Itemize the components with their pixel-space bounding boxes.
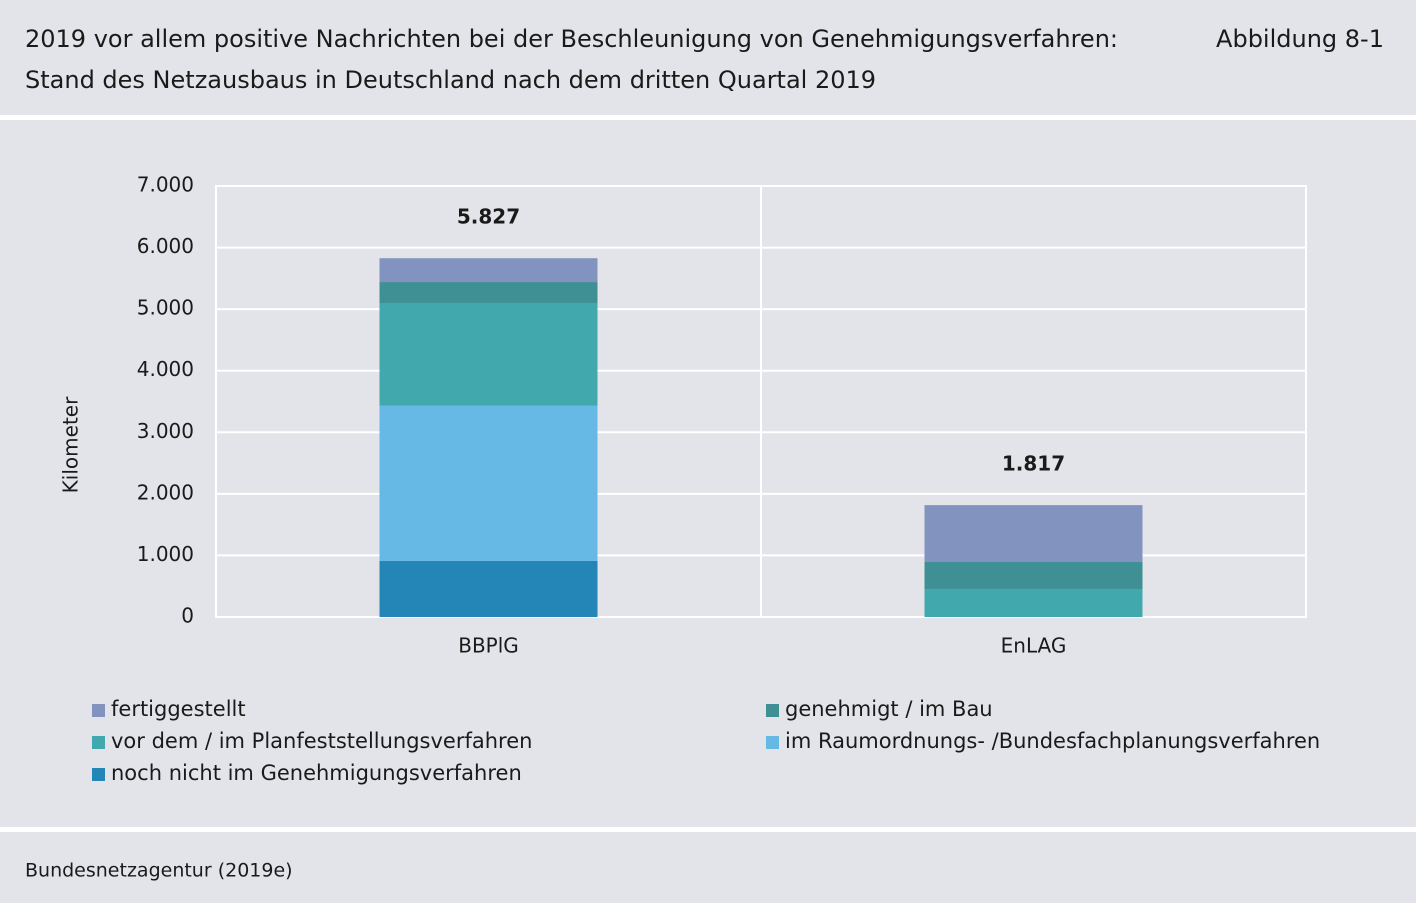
x-tick-label: EnLAG	[1001, 634, 1067, 658]
legend-label: vor dem / im Planfeststellungsverfahren	[111, 729, 532, 753]
bar-segment	[924, 505, 1143, 563]
title: Stand des Netzausbaus in Deutschland nac…	[25, 66, 876, 94]
bar-segment	[924, 562, 1143, 589]
y-tick-label: 3.000	[137, 419, 194, 443]
y-tick-label: 5.000	[137, 296, 194, 320]
figure-number: Abbildung 8-1	[1216, 25, 1384, 53]
y-tick-label: 0	[181, 604, 194, 628]
legend-swatch	[92, 704, 105, 717]
source: Bundesnetzagentur (2019e)	[25, 860, 293, 882]
legend-swatch	[92, 736, 105, 749]
y-tick-label: 2.000	[137, 480, 194, 504]
total-label: 1.817	[1002, 452, 1065, 476]
total-label: 5.827	[457, 205, 520, 229]
separator	[0, 115, 1416, 120]
y-tick-label: 7.000	[137, 173, 194, 197]
bar-segment	[379, 258, 598, 283]
x-tick-label: BBPlG	[458, 634, 519, 658]
legend-label: noch nicht im Genehmigungsverfahren	[111, 761, 522, 785]
title: 2019 vor allem positive Nachrichten bei …	[25, 25, 1118, 53]
legend-swatch	[766, 704, 779, 717]
legend-label: genehmigt / im Bau	[785, 697, 993, 721]
separator	[0, 827, 1416, 832]
legend-swatch	[92, 768, 105, 781]
bar-segment	[379, 282, 598, 303]
y-tick-label: 4.000	[137, 357, 194, 381]
bar-segment	[379, 560, 598, 617]
y-tick-label: 6.000	[137, 234, 194, 258]
bar-segment	[924, 588, 1143, 617]
legend-label: fertiggestellt	[111, 697, 246, 721]
bar-segment	[379, 405, 598, 561]
y-tick-label: 1.000	[137, 542, 194, 566]
legend-label: im Raumordnungs- /Bundesfachplanungsverf…	[785, 729, 1320, 753]
bar-segment	[379, 302, 598, 406]
legend-swatch	[766, 736, 779, 749]
y-axis-label: Kilometer	[59, 396, 83, 493]
